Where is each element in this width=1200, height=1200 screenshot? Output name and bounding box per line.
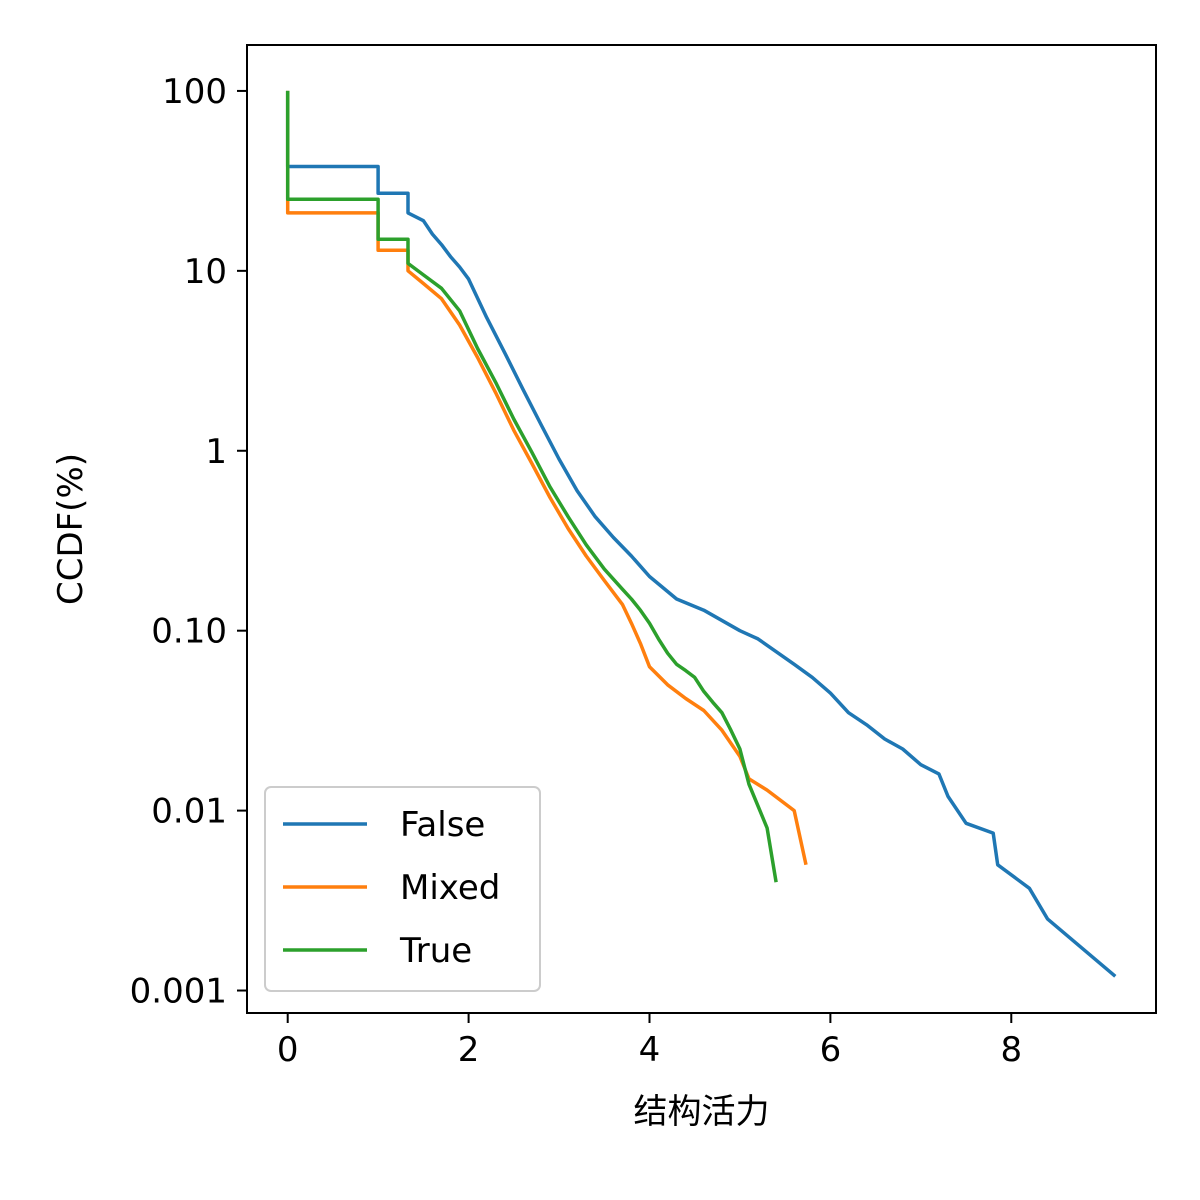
x-tick-label: 4 [639, 1030, 661, 1070]
y-tick-label: 0.10 [151, 612, 227, 652]
legend: False Mixed True [264, 786, 541, 992]
x-tick-label: 2 [458, 1030, 480, 1070]
y-axis: 100 10 1 0.10 0.01 0.001 [130, 72, 247, 1012]
x-tick-label: 6 [820, 1030, 842, 1070]
x-tick-label: 0 [277, 1030, 299, 1070]
series-line-false [285, 90, 1117, 978]
y-tick-label: 10 [184, 252, 227, 292]
plot-frame [246, 44, 1157, 1014]
legend-label-mixed: Mixed [400, 868, 500, 908]
series-line-true [285, 90, 778, 883]
y-tick-label: 1 [205, 432, 227, 472]
y-axis-label: CCDF(%) [51, 453, 91, 605]
legend-box [264, 786, 541, 992]
x-axis-label: 结构活力 [634, 1092, 770, 1132]
y-tick-label: 100 [162, 72, 227, 112]
legend-label-false: False [400, 805, 485, 845]
plot-lines [285, 90, 1117, 978]
y-tick-label: 0.001 [130, 972, 227, 1012]
x-tick-label: 8 [1000, 1030, 1022, 1070]
x-axis: 0 2 4 6 8 [277, 1013, 1022, 1070]
legend-label-true: True [399, 931, 472, 971]
y-tick-label: 0.01 [151, 792, 227, 832]
series-line-mixed [285, 90, 808, 866]
